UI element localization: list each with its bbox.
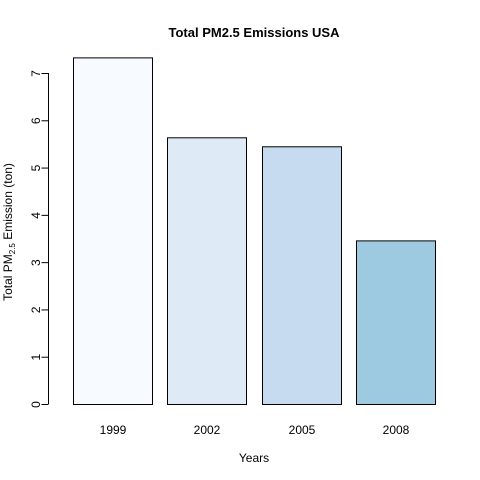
y-tick-label-6: 6	[29, 117, 43, 124]
y-axis-label-subscript: 2.5	[8, 243, 17, 255]
y-tick-label-3: 3	[29, 259, 43, 266]
y-axis-label-suffix: Emission (ton)	[1, 163, 15, 243]
y-axis-ticks: 0 1 2 3 4 5 6 7	[29, 70, 49, 408]
y-tick-label-4: 4	[29, 212, 43, 219]
x-axis-tick-labels: 1999 2002 2005 2008	[100, 423, 410, 437]
bar-2002	[167, 137, 247, 406]
x-axis-label: Years	[239, 451, 269, 465]
x-tick-label-2002: 2002	[194, 423, 221, 437]
y-tick-label-2: 2	[29, 306, 43, 313]
y-axis-label-prefix: Total PM	[1, 254, 15, 301]
chart-title: Total PM2.5 Emissions USA	[169, 25, 341, 40]
y-tick-label-1: 1	[29, 354, 43, 361]
bar-2005	[262, 146, 342, 406]
x-tick-label-2005: 2005	[289, 423, 316, 437]
x-tick-label-1999: 1999	[100, 423, 127, 437]
y-tick-label-5: 5	[29, 164, 43, 171]
bars-group	[73, 57, 436, 406]
y-tick-label-7: 7	[29, 70, 43, 77]
bar-1999	[73, 57, 153, 405]
y-tick-label-0: 0	[29, 401, 43, 408]
bar-2008	[356, 240, 436, 405]
y-axis-label: Total PM2.5 Emission (ton)	[1, 163, 17, 301]
x-tick-label-2008: 2008	[383, 423, 410, 437]
